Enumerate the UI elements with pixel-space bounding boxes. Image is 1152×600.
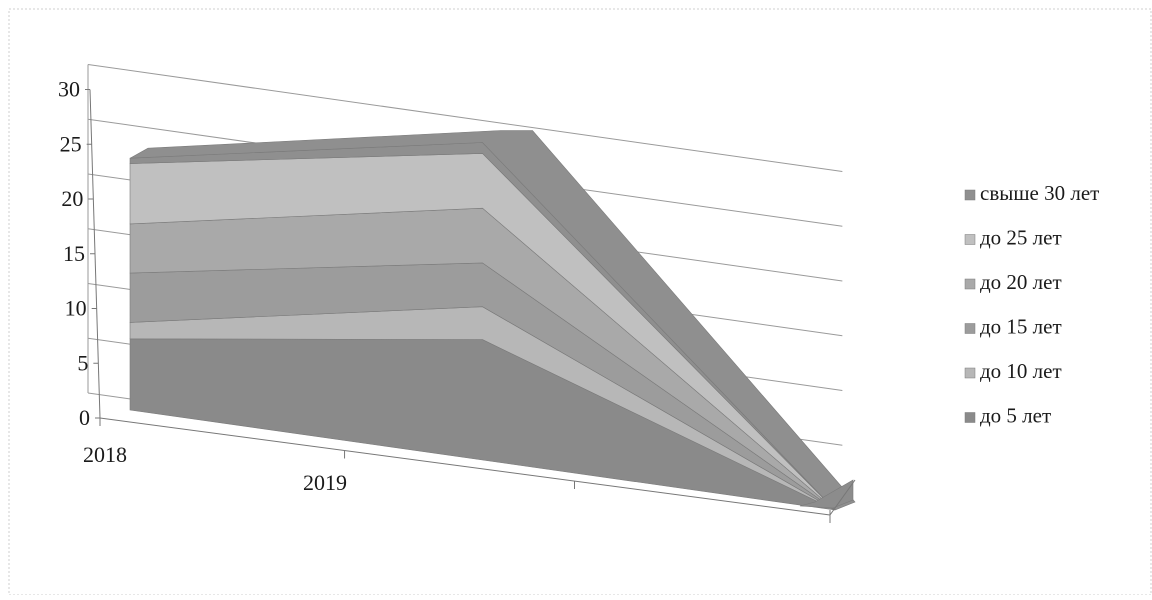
legend-swatch-0 — [964, 189, 976, 201]
legend-label-5: до 5 лет — [980, 404, 1051, 428]
legend-swatch-1 — [964, 234, 976, 245]
legend-swatch-5 — [964, 412, 976, 423]
axis-layer: 0 5 10 15 20 25 30 2018 2019 — [58, 77, 856, 523]
x-axis-line — [99, 417, 831, 516]
legend-swatch-3 — [964, 323, 976, 334]
floor-right-edge — [829, 479, 856, 516]
gridline-6 — [87, 64, 843, 172]
y-tick-label-5: 25 — [60, 131, 82, 156]
y-tick-label-1: 5 — [77, 350, 88, 375]
x-tick-label-1: 2019 — [303, 470, 347, 495]
y-tick-label-0: 0 — [79, 405, 90, 430]
area-layer — [129, 130, 856, 511]
legend-label-4: до 10 лет — [980, 359, 1062, 383]
legend-label-3: до 15 лет — [980, 315, 1062, 339]
y-tick-label-2: 10 — [65, 296, 87, 321]
y-tick-label-4: 20 — [61, 186, 83, 211]
top-surface-strip — [129, 130, 856, 511]
x-tick-label-0: 2018 — [83, 442, 127, 467]
legend-label-0: свыше 30 лет — [980, 181, 1099, 205]
legend-label-1: до 25 лет — [980, 226, 1062, 250]
y-tick-label-6: 30 — [58, 77, 80, 102]
legend-swatch-2 — [964, 278, 976, 290]
y-tick-label-3: 15 — [63, 241, 85, 266]
legend: свыше 30 лет до 25 лет до 20 лет до 15 лет д… — [964, 181, 1099, 428]
legend-swatch-4 — [964, 367, 976, 379]
legend-label-2: до 20 лет — [980, 270, 1062, 294]
